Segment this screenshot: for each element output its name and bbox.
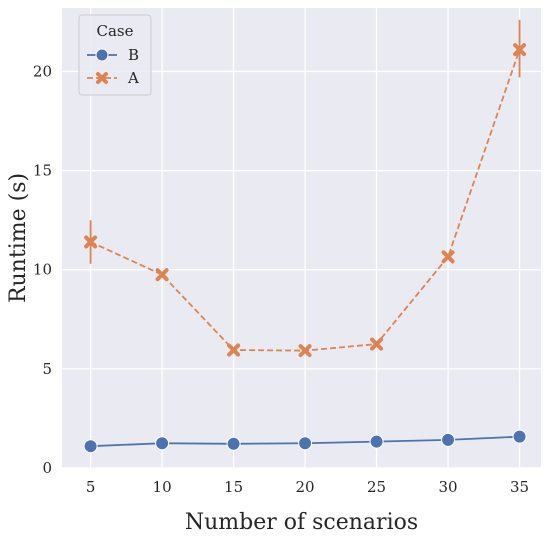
data-point <box>84 235 98 249</box>
data-point <box>155 436 170 451</box>
y-axis-label: Runtime (s) <box>6 173 31 303</box>
data-point <box>227 343 241 357</box>
legend-label: A <box>127 69 139 87</box>
x-tick-label: 5 <box>86 478 96 496</box>
legend-marker <box>95 48 109 62</box>
data-point <box>513 43 527 57</box>
x-tick-label: 20 <box>296 478 315 496</box>
series <box>83 19 527 454</box>
x-axis-label: Number of scenarios <box>185 510 418 535</box>
legend-title: Case <box>97 22 134 40</box>
x-tick-label: 25 <box>367 478 386 496</box>
y-tick-label: 10 <box>33 261 52 279</box>
data-point <box>441 432 456 447</box>
series-A <box>84 19 527 358</box>
legend-marker <box>96 72 108 84</box>
x-tick-label: 35 <box>510 478 529 496</box>
data-point <box>370 337 384 351</box>
data-point <box>441 250 455 264</box>
x-tick-label: 30 <box>439 478 458 496</box>
data-point <box>226 436 241 451</box>
legend-item-B: B <box>87 46 139 64</box>
data-point <box>155 268 169 282</box>
data-point <box>298 344 312 358</box>
legend-label: B <box>128 46 139 64</box>
grid <box>62 8 541 469</box>
legend-items: BA <box>87 46 139 87</box>
data-point <box>83 439 98 454</box>
series-B <box>83 429 527 454</box>
data-point <box>512 429 527 444</box>
data-point <box>298 436 313 451</box>
tick-labels: 5 10 15 20 25 30 35 0 5 10 15 20 <box>33 62 529 496</box>
y-tick-label: 15 <box>33 162 52 180</box>
legend-item-A: A <box>87 69 139 87</box>
y-tick-label: 5 <box>42 360 52 378</box>
legend: Case BA <box>78 14 152 96</box>
data-point <box>369 434 384 449</box>
y-tick-label: 20 <box>33 62 52 80</box>
x-tick-label: 10 <box>153 478 172 496</box>
y-tick-label: 0 <box>42 459 52 477</box>
x-tick-label: 15 <box>224 478 243 496</box>
